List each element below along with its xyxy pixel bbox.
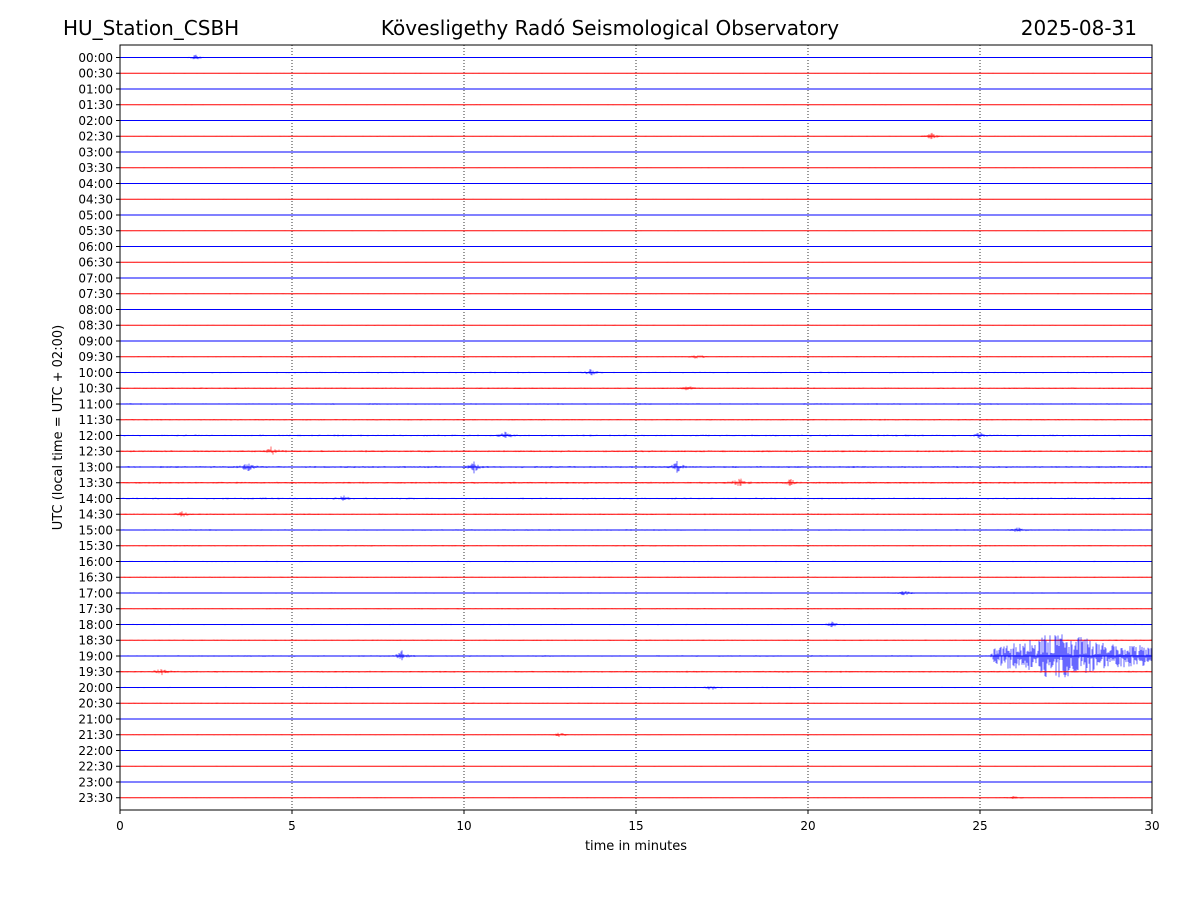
y-tick-label: 11:30: [78, 413, 113, 427]
y-tick-label: 14:00: [78, 492, 113, 506]
vertical-gridlines: [291, 45, 981, 810]
y-tick-label: 16:30: [78, 571, 113, 585]
y-tick-label: 23:00: [78, 775, 113, 789]
x-tick-label: 25: [972, 819, 987, 833]
y-tick-label: 05:00: [78, 208, 113, 222]
y-tick-label: 23:30: [78, 791, 113, 805]
y-tick-label: 20:30: [78, 697, 113, 711]
y-tick-label: 04:00: [78, 177, 113, 191]
x-axis-ticks: 0 5 10 15 20 25 30: [116, 810, 1160, 833]
y-tick-label: 10:00: [78, 366, 113, 380]
y-tick-label: 20:00: [78, 681, 113, 695]
y-tick-label: 09:00: [78, 334, 113, 348]
seismic-traces: [119, 54, 1153, 800]
y-tick-label: 16:00: [78, 555, 113, 569]
y-tick-label: 18:00: [78, 618, 113, 632]
y-tick-label: 14:30: [78, 508, 113, 522]
x-tick-label: 10: [456, 819, 471, 833]
y-tick-label: 15:00: [78, 523, 113, 537]
y-tick-label: 00:30: [78, 67, 113, 81]
y-tick-label: 07:00: [78, 271, 113, 285]
record-date: 2025-08-31: [1020, 16, 1137, 40]
y-tick-label: 21:00: [78, 712, 113, 726]
y-tick-label: 03:30: [78, 161, 113, 175]
y-tick-label: 10:30: [78, 382, 113, 396]
y-tick-label: 17:00: [78, 586, 113, 600]
y-tick-label: 02:30: [78, 130, 113, 144]
y-tick-label: 13:30: [78, 476, 113, 490]
y-tick-label: 03:00: [78, 145, 113, 159]
y-tick-label: 21:30: [78, 728, 113, 742]
y-tick-label: 13:00: [78, 460, 113, 474]
y-tick-label: 19:30: [78, 665, 113, 679]
y-tick-label: 04:30: [78, 193, 113, 207]
y-tick-label: 12:30: [78, 445, 113, 459]
y-tick-label: 00:00: [78, 51, 113, 65]
y-tick-label: 22:30: [78, 760, 113, 774]
y-tick-label: 17:30: [78, 602, 113, 616]
y-tick-label: 18:30: [78, 634, 113, 648]
y-tick-label: 08:30: [78, 319, 113, 333]
y-tick-label: 01:30: [78, 98, 113, 112]
y-tick-label: 09:30: [78, 350, 113, 364]
y-tick-label: 22:00: [78, 744, 113, 758]
x-tick-label: 0: [116, 819, 124, 833]
trace-0000: [119, 54, 1153, 60]
x-tick-label: 5: [288, 819, 296, 833]
station-name: HU_Station_CSBH: [63, 16, 240, 40]
y-tick-label: 08:00: [78, 303, 113, 317]
y-tick-label: 06:30: [78, 256, 113, 270]
x-axis-label: time in minutes: [585, 839, 687, 854]
y-tick-label: 15:30: [78, 539, 113, 553]
y-tick-label: 02:00: [78, 114, 113, 128]
y-tick-label: 05:30: [78, 224, 113, 238]
chart-title: Kövesligethy Radó Seismological Observat…: [380, 16, 840, 40]
x-tick-label: 30: [1144, 819, 1159, 833]
x-tick-label: 15: [628, 819, 643, 833]
y-tick-label: 01:00: [78, 82, 113, 96]
y-tick-label: 11:00: [78, 397, 113, 411]
y-tick-label: 12:00: [78, 429, 113, 443]
y-tick-label: 06:00: [78, 240, 113, 254]
x-tick-label: 20: [800, 819, 815, 833]
y-tick-label: 07:30: [78, 287, 113, 301]
y-axis-label: UTC (local time = UTC + 02:00): [51, 325, 66, 530]
y-tick-label: 19:00: [78, 649, 113, 663]
